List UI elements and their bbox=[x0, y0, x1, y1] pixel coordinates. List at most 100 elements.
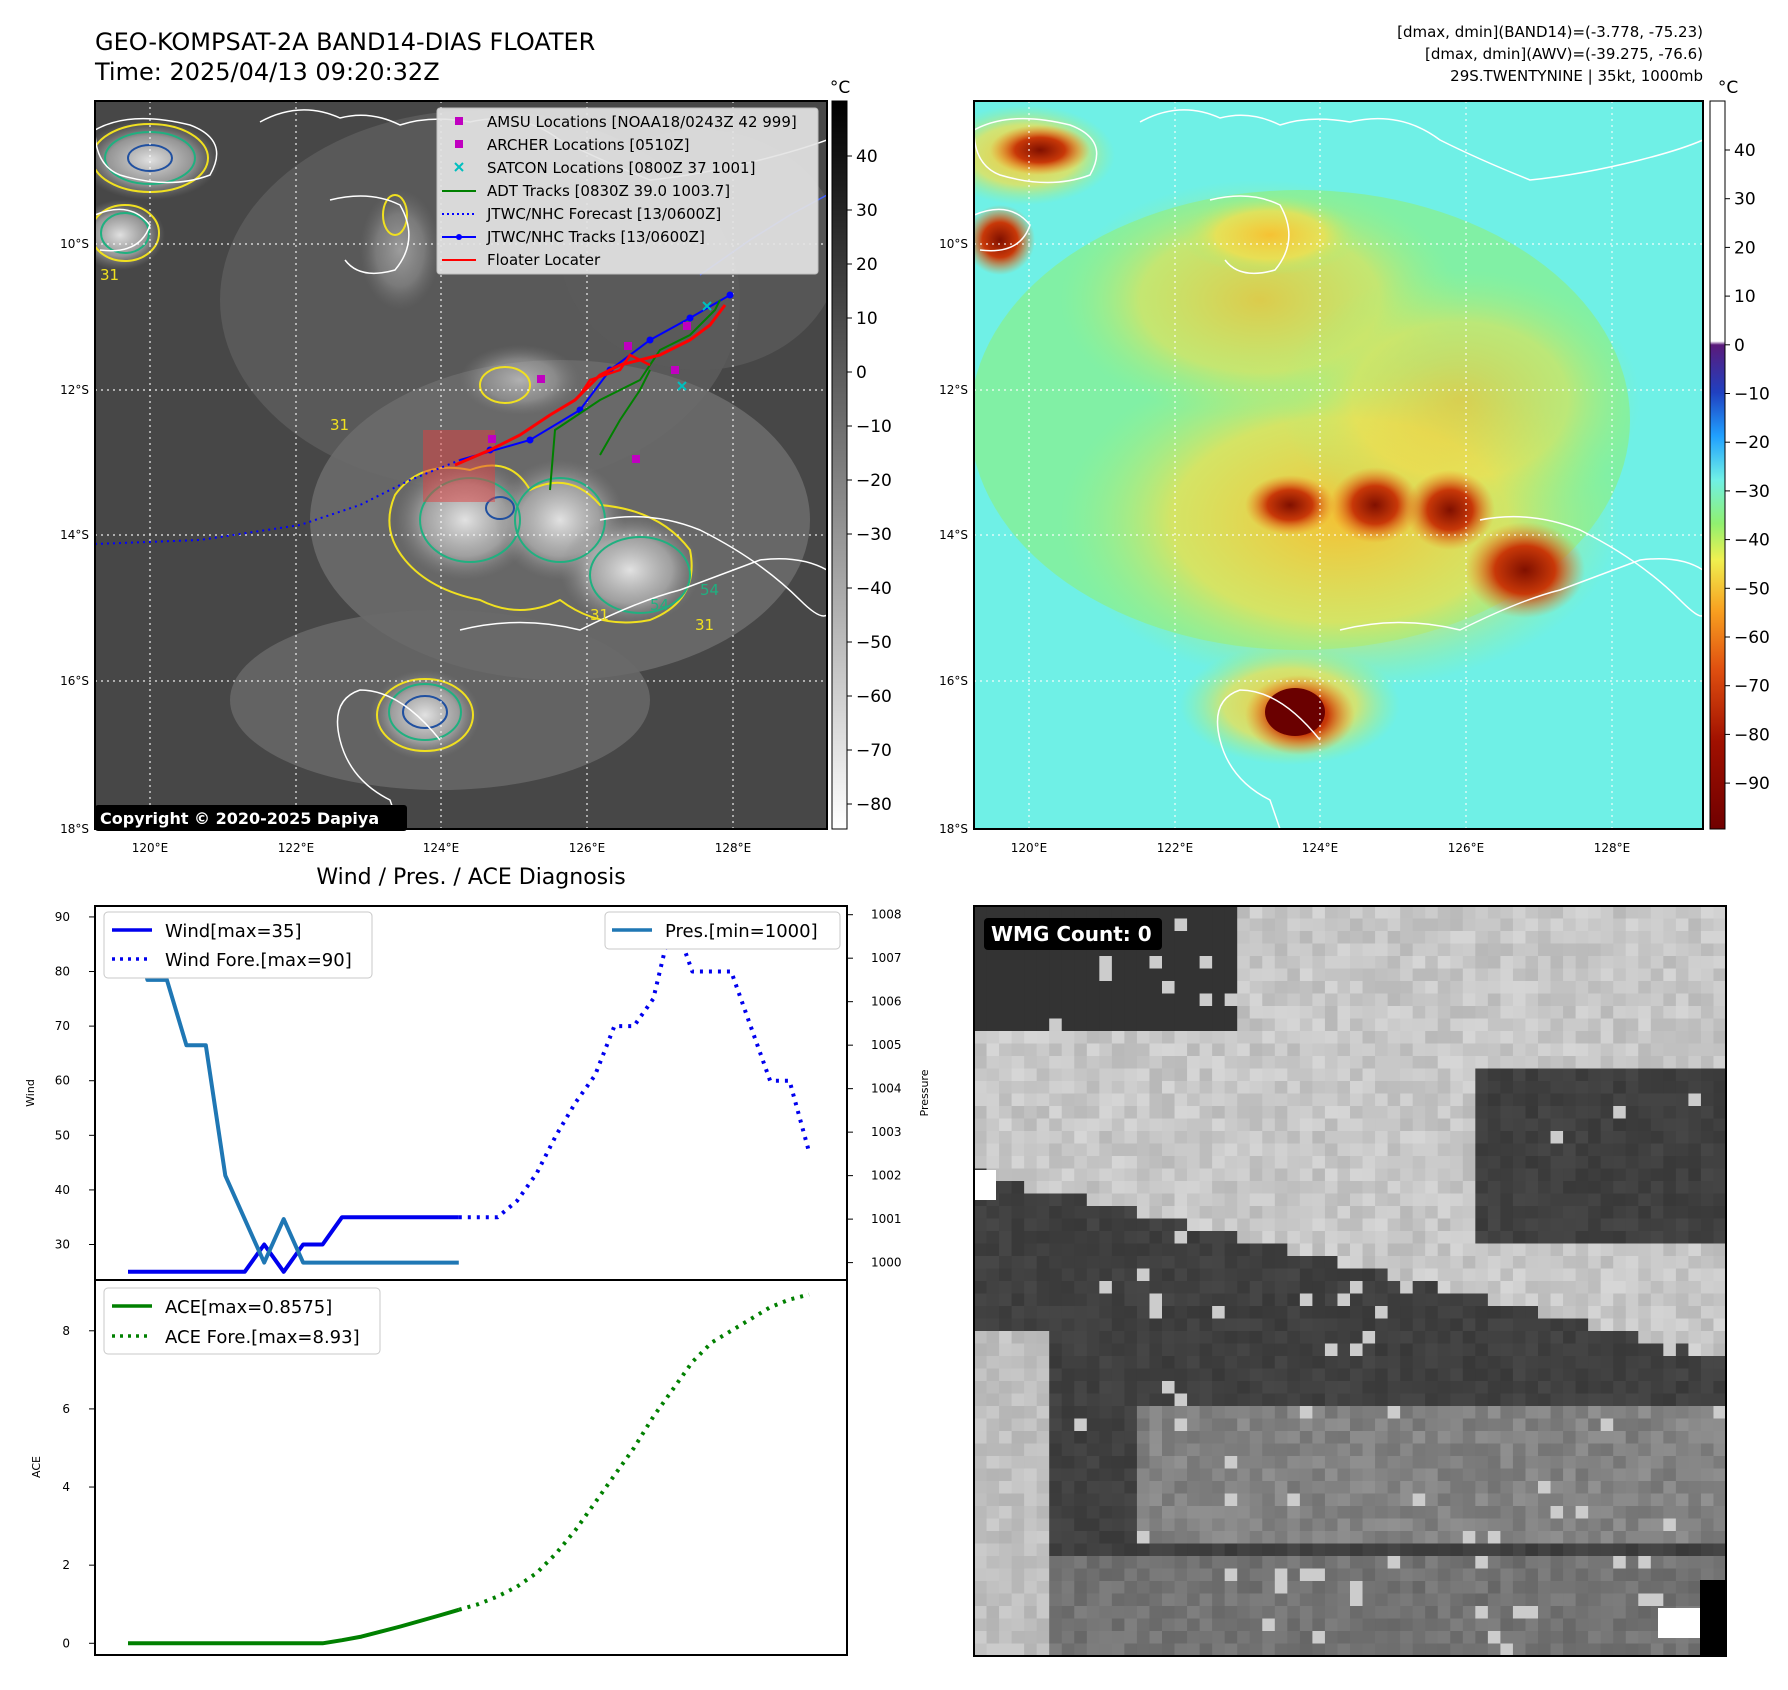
contour-label: 31 bbox=[330, 416, 349, 434]
y-tick-label: 80 bbox=[55, 965, 70, 979]
lat-tick-label: 12°S bbox=[939, 383, 968, 397]
y-tick-label: 2 bbox=[62, 1558, 70, 1572]
pressure-axis-label: Pressure bbox=[918, 1069, 931, 1116]
series-line bbox=[458, 1292, 810, 1612]
legend-label: AMSU Locations [NOAA18/0243Z 42 999] bbox=[487, 113, 797, 131]
y-tick-label: 6 bbox=[62, 1402, 70, 1416]
wind-fore-legend-label: Wind Fore.[max=90] bbox=[165, 950, 352, 971]
lon-tick-label: 124°E bbox=[423, 841, 460, 855]
series-line bbox=[128, 1215, 459, 1274]
contour-label: 31 bbox=[590, 606, 609, 624]
colorbar-tick-label: −20 bbox=[1734, 433, 1770, 453]
colorbar-tick-label: 20 bbox=[1734, 238, 1756, 258]
info-awv: [dmax, dmin](AWV)=(-39.275, -76.6) bbox=[1425, 45, 1703, 63]
ir-map: 31 31 54 31 54 31 AMSU Locations [NOAA18… bbox=[94, 100, 828, 831]
y2-tick-label: 1005 bbox=[871, 1038, 902, 1052]
y-tick-label: 70 bbox=[55, 1019, 70, 1033]
colorbar-tick-label: −60 bbox=[856, 687, 892, 707]
lat-tick-label: 14°S bbox=[939, 528, 968, 542]
wind-legend-label: Wind[max=35] bbox=[165, 921, 302, 942]
lat-tick-label: 18°S bbox=[60, 822, 89, 836]
copyright-badge bbox=[95, 805, 407, 831]
awv-colorbar: °C 40 30 20 10 0 −10 −20 −30 −40 −50 −60 −70 −80 −90 bbox=[1709, 78, 1770, 830]
colorbar-tick-label: −80 bbox=[1734, 725, 1770, 745]
lat-tick-label: 12°S bbox=[60, 383, 89, 397]
chart-title: Wind / Pres. / ACE Diagnosis bbox=[316, 865, 625, 890]
floater-locator-box bbox=[423, 430, 495, 502]
colorbar-tick-label: −70 bbox=[856, 741, 892, 761]
colorbar-tick-label: −40 bbox=[856, 579, 892, 599]
ace-fore-legend-label: ACE Fore.[max=8.93] bbox=[165, 1327, 360, 1348]
legend-item: JTWC/NHC Forecast [13/0600Z] bbox=[442, 205, 721, 223]
awv-field bbox=[974, 101, 1703, 829]
ace-legend: ACE[max=0.8575] ACE Fore.[max=8.93] bbox=[103, 1287, 381, 1355]
lon-tick-label: 128°E bbox=[1594, 841, 1631, 855]
colorbar-tick-label: −50 bbox=[1734, 579, 1770, 599]
lat-tick-label: 18°S bbox=[939, 822, 968, 836]
series-line bbox=[128, 1607, 460, 1646]
legend-item: AMSU Locations [NOAA18/0243Z 42 999] bbox=[455, 113, 797, 131]
lat-tick-label: 16°S bbox=[60, 674, 89, 688]
awv-colorbar-unit: °C bbox=[1718, 78, 1738, 98]
y-tick-label: 40 bbox=[55, 1183, 70, 1197]
colorbar-tick-label: −60 bbox=[1734, 628, 1770, 648]
y-tick-label: 90 bbox=[55, 910, 70, 924]
legend-marker bbox=[455, 140, 463, 148]
y2-tick-label: 1008 bbox=[871, 908, 902, 922]
lon-tick-label: 120°E bbox=[1011, 841, 1048, 855]
lon-tick-label: 124°E bbox=[1302, 841, 1339, 855]
y-tick-label: 4 bbox=[62, 1480, 70, 1494]
colorbar-tick-label: 20 bbox=[856, 255, 878, 275]
awv-map bbox=[973, 100, 1704, 830]
series-line bbox=[126, 914, 459, 1265]
lon-tick-label: 122°E bbox=[1157, 841, 1194, 855]
floater-locater-track bbox=[454, 304, 727, 467]
legend-label: ARCHER Locations [0510Z] bbox=[487, 136, 690, 154]
y-tick-label: 0 bbox=[62, 1636, 70, 1650]
ir-map-legend: AMSU Locations [NOAA18/0243Z 42 999] ARCH… bbox=[436, 107, 819, 275]
y2-tick-label: 1003 bbox=[871, 1125, 902, 1139]
y-tick-label: 8 bbox=[62, 1324, 70, 1338]
colorbar-tick-label: 0 bbox=[1734, 336, 1745, 356]
wmg-count-text: WMG Count: 0 bbox=[991, 922, 1152, 946]
colorbar-tick-label: 30 bbox=[856, 201, 878, 221]
legend-label: JTWC/NHC Forecast [13/0600Z] bbox=[486, 205, 721, 223]
lat-tick-label: 10°S bbox=[939, 237, 968, 251]
info-band14: [dmax, dmin](BAND14)=(-3.778, -75.23) bbox=[1397, 23, 1703, 41]
wmg-panel: WMG Count: 0 bbox=[973, 905, 1727, 1657]
map-tick-labels: 120°E 122°E 124°E 126°E 128°E 10°S 12°S 14°S 16°… bbox=[60, 237, 1630, 855]
legend-item: JTWC/NHC Tracks [13/0600Z] bbox=[442, 228, 705, 246]
lon-tick-label: 128°E bbox=[715, 841, 752, 855]
lat-tick-label: 16°S bbox=[939, 674, 968, 688]
ace-axis-label: ACE bbox=[30, 1456, 43, 1478]
copyright-text: Copyright © 2020-2025 Dapiya bbox=[100, 809, 379, 828]
colorbar-tick-label: −70 bbox=[1734, 677, 1770, 697]
wmg-count-badge bbox=[984, 918, 1162, 950]
legend-label: SATCON Locations [0800Z 37 1001] bbox=[487, 159, 755, 177]
colorbar-tick-label: −30 bbox=[856, 525, 892, 545]
legend-item: Floater Locater bbox=[442, 251, 601, 269]
ir-cloud-field: 31 31 54 31 54 31 bbox=[95, 101, 827, 829]
contour-label: 54 bbox=[650, 596, 669, 614]
ace-legend-label: ACE[max=0.8575] bbox=[165, 1297, 332, 1318]
colorbar-tick-label: 40 bbox=[1734, 141, 1756, 161]
colorbar-tick-label: −40 bbox=[1734, 531, 1770, 551]
ace-panel: 0 2 4 6 8 ACE ACE[max=0.8575] ACE Fore.[max=… bbox=[30, 1279, 848, 1656]
figure-title: GEO-KOMPSAT-2A BAND14-DIAS FLOATER bbox=[95, 28, 595, 56]
colorbar-tick-label: −50 bbox=[856, 633, 892, 653]
y2-tick-label: 1002 bbox=[871, 1169, 902, 1183]
pressure-legend: Pres.[min=1000] bbox=[604, 911, 841, 950]
colorbar-tick-label: −10 bbox=[1734, 385, 1770, 405]
y-tick-label: 60 bbox=[55, 1074, 70, 1088]
wind-axis-label: Wind bbox=[24, 1079, 37, 1107]
lon-tick-label: 126°E bbox=[1448, 841, 1485, 855]
wind-legend: Wind[max=35] Wind Fore.[max=90] bbox=[103, 911, 373, 979]
contour-label: 31 bbox=[100, 266, 119, 284]
legend-label: ADT Tracks [0830Z 39.0 1003.7] bbox=[487, 182, 730, 200]
y-tick-label: 50 bbox=[55, 1128, 70, 1142]
ir-map-frame bbox=[94, 100, 828, 830]
y-tick-label: 30 bbox=[55, 1238, 70, 1252]
colorbar-tick-label: 40 bbox=[856, 147, 878, 167]
colorbar-tick-label: −20 bbox=[856, 471, 892, 491]
